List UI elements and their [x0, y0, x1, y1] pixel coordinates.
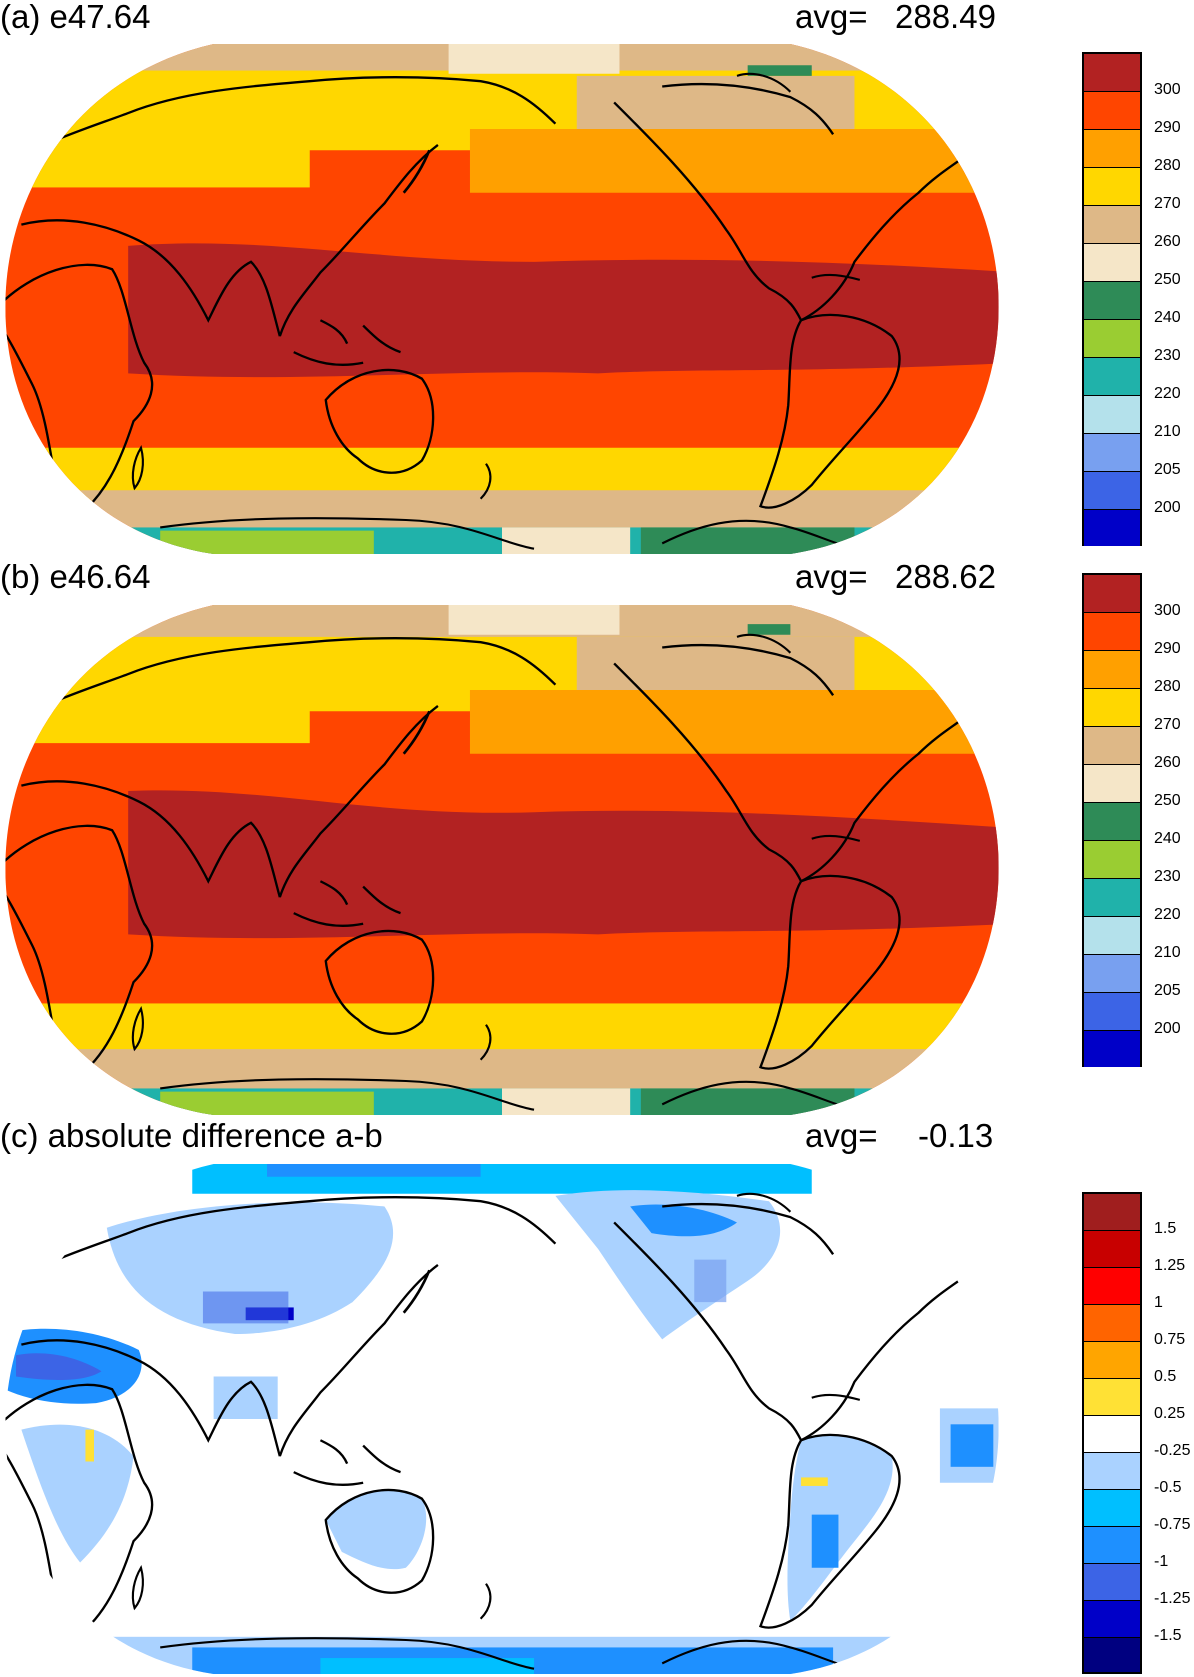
colorbar-swatch: [1084, 879, 1140, 917]
colorbar-label: 1: [1154, 1294, 1163, 1311]
colorbar-label: 210: [1154, 423, 1181, 440]
colorbar-swatch: [1084, 358, 1140, 396]
colorbar-swatch: [1084, 1490, 1140, 1527]
panel-b-title: (b) e46.64: [0, 558, 151, 595]
panel-a-title: (a) e47.64: [0, 0, 151, 35]
colorbar-label: 240: [1154, 830, 1181, 847]
colorbar-label: -0.5: [1154, 1479, 1182, 1496]
colorbar-swatch: [1084, 651, 1140, 689]
colorbar-swatch: [1084, 168, 1140, 206]
colorbar-swatch: [1084, 765, 1140, 803]
colorbar-swatch: [1084, 1527, 1140, 1564]
colorbar-label: 260: [1154, 754, 1181, 771]
colorbar-label: -1: [1154, 1553, 1169, 1570]
colorbar-swatch: [1084, 841, 1140, 879]
colorbar-swatch: [1084, 1031, 1140, 1067]
colorbar-swatch: [1084, 1416, 1140, 1453]
colorbar-label: 230: [1154, 868, 1181, 885]
colorbar-swatch: [1084, 955, 1140, 993]
colorbar-label: 205: [1154, 982, 1181, 999]
colorbar-swatch: [1084, 130, 1140, 168]
colorbar-label: 205: [1154, 461, 1181, 478]
panel-a-avg-value: 288.49: [895, 0, 996, 35]
colorbar-label: 270: [1154, 716, 1181, 733]
colorbar-swatch: [1084, 1305, 1140, 1342]
colorbar-label: 0.5: [1154, 1368, 1177, 1385]
panel-c-avg-label: avg=: [805, 1117, 878, 1154]
colorbar-swatch: [1084, 1638, 1140, 1672]
colorbar-swatch: [1084, 1268, 1140, 1305]
colorbar-swatch: [1084, 1453, 1140, 1490]
colorbar-label: -0.25: [1154, 1442, 1191, 1459]
colorbar-label: 1.5: [1154, 1220, 1177, 1237]
colorbar-label: 250: [1154, 792, 1181, 809]
colorbar-label: -1.5: [1154, 1627, 1182, 1644]
panel-c: (c) absolute difference a-b avg= -0.13: [0, 1117, 1194, 1677]
panel-b-avg-label: avg=: [795, 558, 868, 595]
colorbar-label: 1.25: [1154, 1257, 1186, 1274]
colorbar-label: 220: [1154, 906, 1181, 923]
colorbar-label: 0.75: [1154, 1331, 1186, 1348]
panel-b-avg-value: 288.62: [895, 558, 996, 595]
panel-b: (b) e46.64 avg= 288.62: [0, 558, 1194, 1118]
colorbar-swatch: [1084, 1564, 1140, 1601]
colorbar-swatch: [1084, 282, 1140, 320]
colorbar-swatch: [1084, 434, 1140, 472]
colorbar-swatch: [1084, 1342, 1140, 1379]
colorbar-label: -1.25: [1154, 1590, 1191, 1607]
colorbar-swatch: [1084, 727, 1140, 765]
colorbar-swatch: [1084, 244, 1140, 282]
colorbar-swatch: [1084, 206, 1140, 244]
colorbar-swatch: [1084, 993, 1140, 1031]
colorbar-swatch: [1084, 92, 1140, 130]
colorbar-swatch: [1084, 472, 1140, 510]
colorbar-label: -0.75: [1154, 1516, 1191, 1533]
panel-c-title: (c) absolute difference a-b: [0, 1117, 383, 1154]
panel-a-avg-label: avg=: [795, 0, 868, 35]
colorbar-label: 240: [1154, 309, 1181, 326]
colorbar-label: 290: [1154, 119, 1181, 136]
colorbar-swatch: [1084, 689, 1140, 727]
colorbar-swatch: [1084, 917, 1140, 955]
colorbar-swatch: [1084, 1194, 1140, 1231]
colorbar-swatch: [1084, 396, 1140, 434]
colorbar-swatch: [1084, 803, 1140, 841]
colorbar-label: 300: [1154, 602, 1181, 619]
colorbar-label: 220: [1154, 385, 1181, 402]
colorbar-label: 270: [1154, 195, 1181, 212]
colorbar-swatch: [1084, 1231, 1140, 1268]
colorbar-label: 250: [1154, 271, 1181, 288]
panel-a-map: [5, 44, 999, 554]
colorbar-label: 280: [1154, 157, 1181, 174]
colorbar-swatch: [1084, 1379, 1140, 1416]
colorbar-swatch: [1084, 320, 1140, 358]
colorbar-label: 200: [1154, 499, 1181, 516]
colorbar-label: 200: [1154, 1020, 1181, 1037]
colorbar-label: 230: [1154, 347, 1181, 364]
colorbar-label: 280: [1154, 678, 1181, 695]
panel-a: (a) e47.64 avg= 288.49: [0, 0, 1194, 554]
panel-c-avg-value: -0.13: [918, 1117, 994, 1154]
colorbar-swatch: [1084, 575, 1140, 613]
panel-b-map: [5, 605, 999, 1115]
panel-c-map: [5, 1164, 999, 1674]
colorbar-label: 210: [1154, 944, 1181, 961]
colorbar-swatch: [1084, 613, 1140, 651]
colorbar-swatch: [1084, 510, 1140, 546]
colorbar-label: 0.25: [1154, 1405, 1186, 1422]
colorbar-swatch: [1084, 1601, 1140, 1638]
colorbar-label: 300: [1154, 81, 1181, 98]
colorbar-label: 260: [1154, 233, 1181, 250]
colorbar-swatch: [1084, 54, 1140, 92]
colorbar-label: 290: [1154, 640, 1181, 657]
